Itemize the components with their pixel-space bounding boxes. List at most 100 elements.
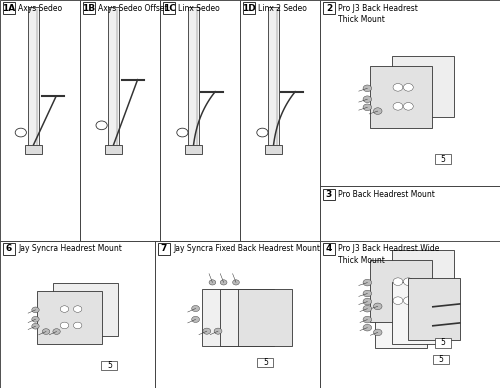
- Text: Linx Sedeo: Linx Sedeo: [178, 4, 220, 13]
- Text: 5: 5: [263, 358, 268, 367]
- Text: 1A: 1A: [2, 3, 16, 13]
- Circle shape: [192, 305, 200, 312]
- Circle shape: [32, 323, 39, 329]
- Text: Pro Back Headrest Mount: Pro Back Headrest Mount: [338, 190, 435, 199]
- Circle shape: [363, 316, 372, 323]
- Bar: [0, 241, 155, 388]
- Text: Pro J3 Back Headrest
Thick Mount: Pro J3 Back Headrest Thick Mount: [338, 4, 418, 24]
- Bar: [258, 358, 274, 367]
- Bar: [53, 283, 118, 336]
- Bar: [243, 2, 255, 14]
- Bar: [323, 243, 335, 255]
- Text: 3: 3: [326, 190, 332, 199]
- Circle shape: [177, 128, 188, 137]
- Bar: [436, 154, 452, 164]
- Circle shape: [96, 121, 107, 130]
- Bar: [102, 360, 117, 370]
- Bar: [185, 145, 202, 154]
- Circle shape: [363, 85, 372, 92]
- Text: 7: 7: [161, 244, 167, 253]
- Circle shape: [60, 322, 68, 329]
- Circle shape: [203, 328, 210, 334]
- Text: 1C: 1C: [162, 3, 175, 13]
- Bar: [392, 250, 454, 312]
- Bar: [108, 7, 119, 149]
- Text: Jay Syncra Fixed Back Headrest Mount: Jay Syncra Fixed Back Headrest Mount: [173, 244, 320, 253]
- Bar: [240, 0, 320, 241]
- Circle shape: [393, 102, 403, 110]
- Text: Axys Sedeo: Axys Sedeo: [18, 4, 62, 13]
- Bar: [323, 189, 335, 200]
- Circle shape: [220, 280, 227, 285]
- Circle shape: [363, 96, 372, 102]
- Text: Axys Sedeo Offset: Axys Sedeo Offset: [98, 4, 168, 13]
- Circle shape: [363, 290, 372, 297]
- Circle shape: [374, 303, 382, 310]
- Text: 5: 5: [441, 338, 446, 347]
- Bar: [408, 278, 460, 340]
- Bar: [105, 145, 122, 154]
- Circle shape: [393, 278, 403, 286]
- Circle shape: [404, 83, 413, 91]
- Text: 5: 5: [441, 154, 446, 163]
- Circle shape: [209, 280, 216, 285]
- Text: 5: 5: [107, 361, 112, 370]
- Circle shape: [32, 307, 39, 313]
- Circle shape: [74, 306, 82, 312]
- Circle shape: [363, 324, 372, 331]
- Circle shape: [404, 278, 413, 286]
- Bar: [238, 289, 292, 346]
- Bar: [392, 282, 443, 344]
- Bar: [433, 355, 449, 364]
- Bar: [436, 338, 452, 348]
- Circle shape: [363, 298, 372, 305]
- Bar: [28, 7, 39, 149]
- Circle shape: [257, 128, 268, 137]
- Bar: [320, 0, 500, 186]
- Bar: [370, 66, 432, 128]
- Circle shape: [363, 104, 372, 111]
- Circle shape: [393, 297, 403, 305]
- Bar: [80, 0, 160, 241]
- Circle shape: [404, 297, 413, 305]
- Bar: [320, 186, 500, 388]
- Text: 1B: 1B: [82, 3, 96, 13]
- Bar: [3, 243, 15, 255]
- Bar: [320, 241, 500, 388]
- Bar: [188, 7, 199, 149]
- Circle shape: [60, 306, 68, 312]
- Bar: [155, 241, 320, 388]
- Bar: [25, 145, 42, 154]
- Circle shape: [374, 329, 382, 336]
- Text: Pro J3 Back Headrest Wide
Thick Mount: Pro J3 Back Headrest Wide Thick Mount: [338, 244, 440, 265]
- Bar: [323, 2, 335, 14]
- Circle shape: [192, 316, 200, 322]
- Text: Linx 2 Sedeo: Linx 2 Sedeo: [258, 4, 307, 13]
- Bar: [83, 2, 95, 14]
- Bar: [0, 0, 80, 241]
- Text: 6: 6: [6, 244, 12, 253]
- Text: 4: 4: [326, 244, 332, 253]
- Bar: [202, 289, 256, 346]
- Bar: [160, 0, 240, 241]
- Bar: [370, 260, 432, 322]
- Text: 5: 5: [438, 355, 444, 364]
- Circle shape: [32, 316, 39, 322]
- Bar: [268, 7, 279, 149]
- Circle shape: [42, 329, 50, 334]
- Bar: [220, 289, 274, 346]
- Circle shape: [232, 280, 239, 285]
- Bar: [265, 145, 282, 154]
- Circle shape: [393, 83, 403, 91]
- Bar: [37, 291, 102, 344]
- Circle shape: [374, 108, 382, 114]
- Circle shape: [15, 128, 26, 137]
- Bar: [163, 2, 175, 14]
- Circle shape: [363, 305, 372, 312]
- Bar: [158, 243, 170, 255]
- Bar: [392, 56, 454, 118]
- Circle shape: [363, 279, 372, 286]
- Circle shape: [74, 322, 82, 329]
- Bar: [376, 286, 426, 348]
- Circle shape: [53, 329, 60, 334]
